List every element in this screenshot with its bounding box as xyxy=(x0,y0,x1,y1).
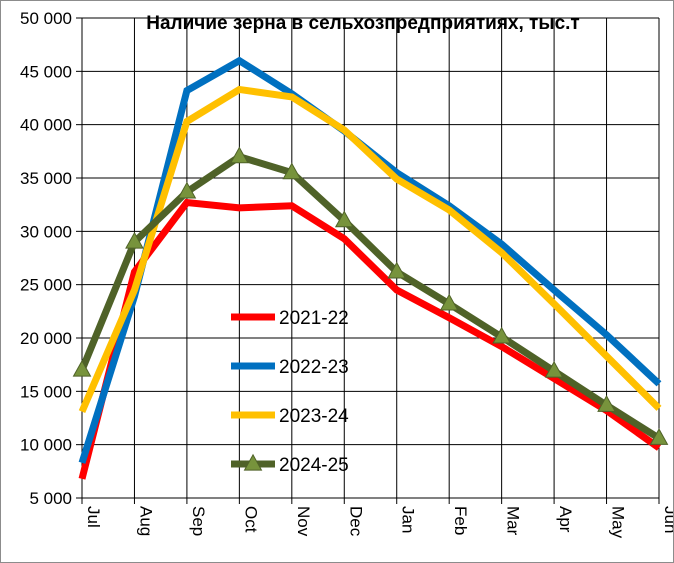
x-tick-label: Jul xyxy=(84,506,103,528)
series-line-2024-25 xyxy=(78,152,661,442)
series-line-2023-24 xyxy=(78,85,662,413)
data-point-marker xyxy=(544,360,564,378)
legend-label: 2024-25 xyxy=(279,455,349,476)
data-point-marker xyxy=(649,428,669,445)
data-point-marker xyxy=(125,231,144,249)
legend-marker xyxy=(243,453,263,471)
x-tick-label: Feb xyxy=(451,506,470,535)
x-tick-label: Jan xyxy=(399,506,418,533)
data-point-marker xyxy=(387,261,407,279)
data-point-marker xyxy=(177,181,197,199)
x-tick-label: Oct xyxy=(241,506,260,533)
y-tick-label: 10 000 xyxy=(20,436,72,455)
series-line-2021-22 xyxy=(78,198,662,480)
x-tick-label: Aug xyxy=(136,506,155,536)
y-tick-label: 15 000 xyxy=(20,382,72,401)
data-point-marker xyxy=(439,293,459,311)
x-tick-label: Dec xyxy=(346,506,365,537)
series-lines xyxy=(72,56,669,480)
y-tick-label: 50 000 xyxy=(20,9,72,28)
data-point-marker xyxy=(492,326,511,344)
y-tick-label: 40 000 xyxy=(20,116,72,135)
y-tick-label: 30 000 xyxy=(20,222,72,241)
y-tick-label: 35 000 xyxy=(20,169,72,188)
x-tick-label: Sep xyxy=(189,506,208,536)
y-tick-label: 5 000 xyxy=(29,489,72,508)
chart-title: Наличие зерна в сельхозпредприятиях, тыс… xyxy=(146,13,579,34)
x-tick-label: Mar xyxy=(504,506,523,536)
x-tick-label: Nov xyxy=(294,506,313,537)
data-point-marker xyxy=(230,146,249,164)
x-axis-ticks: Jul Aug Sep Oct Nov Dec Jan Feb Mar Apr May Jun xyxy=(81,498,673,539)
data-point-marker xyxy=(282,162,302,180)
legend-label: 2023-24 xyxy=(279,406,349,427)
x-tick-label: Apr xyxy=(556,506,575,533)
legend-label: 2022-23 xyxy=(279,357,349,378)
legend-label: 2021-22 xyxy=(279,308,349,329)
x-tick-label: May xyxy=(609,506,628,539)
x-tick-label: Jun xyxy=(661,506,673,533)
data-point-marker xyxy=(72,359,92,377)
y-tick-label: 45 000 xyxy=(20,62,72,81)
gridlines xyxy=(81,17,660,499)
axes xyxy=(81,18,659,499)
y-axis-ticks: 5 000 10 000 15 000 20 000 25 000 30 000 35 00… xyxy=(20,9,82,508)
legend: 2021-22 2022-23 2023-24 2024-25 xyxy=(231,308,349,476)
data-point-marker xyxy=(334,210,354,228)
y-tick-label: 25 000 xyxy=(20,276,72,295)
y-tick-label: 20 000 xyxy=(20,329,72,348)
data-point-marker xyxy=(597,394,616,412)
